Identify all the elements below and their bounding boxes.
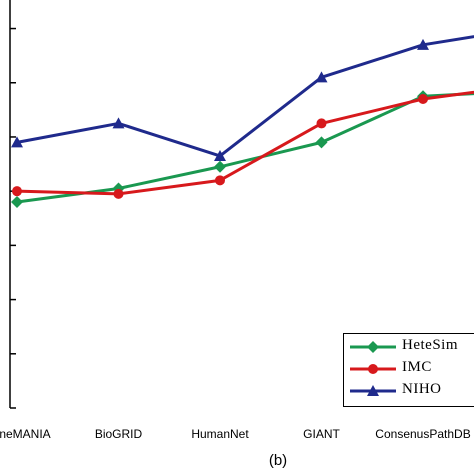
x-tick-label: GIANT [303,427,340,441]
data-point-hetesim [11,196,23,209]
legend: HeteSim IMC NIHO [343,333,474,407]
data-point-hetesim [214,160,226,173]
x-tick-label: ConsenusPathDB [375,427,471,441]
series-line-imc [16,90,474,196]
data-point-niho [315,71,328,83]
legend-label-imc: IMC [402,359,432,375]
data-point-imc [12,186,22,197]
legend-label-niho: NIHO [402,381,442,397]
data-point-niho [214,149,226,161]
legend-label-hetesim: HeteSim [402,337,458,353]
legend-marker-niho [350,385,396,396]
figure-caption: (b) [268,452,288,469]
series-niho [11,35,474,161]
data-point-imc [316,118,327,129]
series-imc [12,90,474,199]
data-point-imc [113,188,124,199]
data-point-hetesim [315,136,328,149]
legend-marker-imc [350,364,396,374]
series-line-niho [16,35,474,158]
legend-marker-hetesim [350,341,396,353]
x-tick-label: GeneMANIA [0,427,51,441]
data-point-imc [418,94,428,105]
data-point-niho [112,117,125,129]
x-tick-label: HumanNet [191,427,249,441]
series-line-hetesim [16,92,474,204]
data-point-niho [417,38,429,50]
data-point-imc [215,175,225,186]
series-layer [11,35,474,209]
data-point-niho [11,136,23,148]
x-tick-label: BioGRID [94,427,143,441]
